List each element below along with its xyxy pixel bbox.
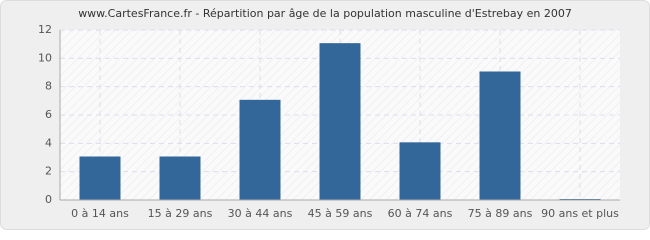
- x-tick-label: 75 à 89 ans: [468, 207, 533, 220]
- y-tick-label: 6: [45, 108, 52, 121]
- bar: [479, 71, 521, 201]
- bar: [79, 156, 121, 201]
- bar: [399, 142, 441, 201]
- bar: [159, 156, 201, 201]
- y-tick-label: 8: [45, 80, 52, 93]
- bar: [319, 43, 361, 201]
- x-tick-label: 90 ans et plus: [541, 207, 619, 220]
- chart: www.CartesFrance.fr - Répartition par âg…: [0, 0, 650, 230]
- chart-title: www.CartesFrance.fr - Répartition par âg…: [78, 7, 572, 20]
- y-tick-label: 10: [38, 51, 52, 64]
- x-tick-label: 60 à 74 ans: [388, 207, 453, 220]
- x-tick-label: 30 à 44 ans: [228, 207, 293, 220]
- y-tick-label: 12: [38, 23, 52, 36]
- y-tick-label: 0: [45, 193, 52, 206]
- x-tick-label: 45 à 59 ans: [308, 207, 373, 220]
- x-tick-label: 15 à 29 ans: [148, 207, 213, 220]
- bar: [239, 99, 281, 201]
- y-tick-label: 2: [45, 165, 52, 178]
- x-tick-label: 0 à 14 ans: [71, 207, 129, 220]
- y-tick-label: 4: [45, 136, 52, 149]
